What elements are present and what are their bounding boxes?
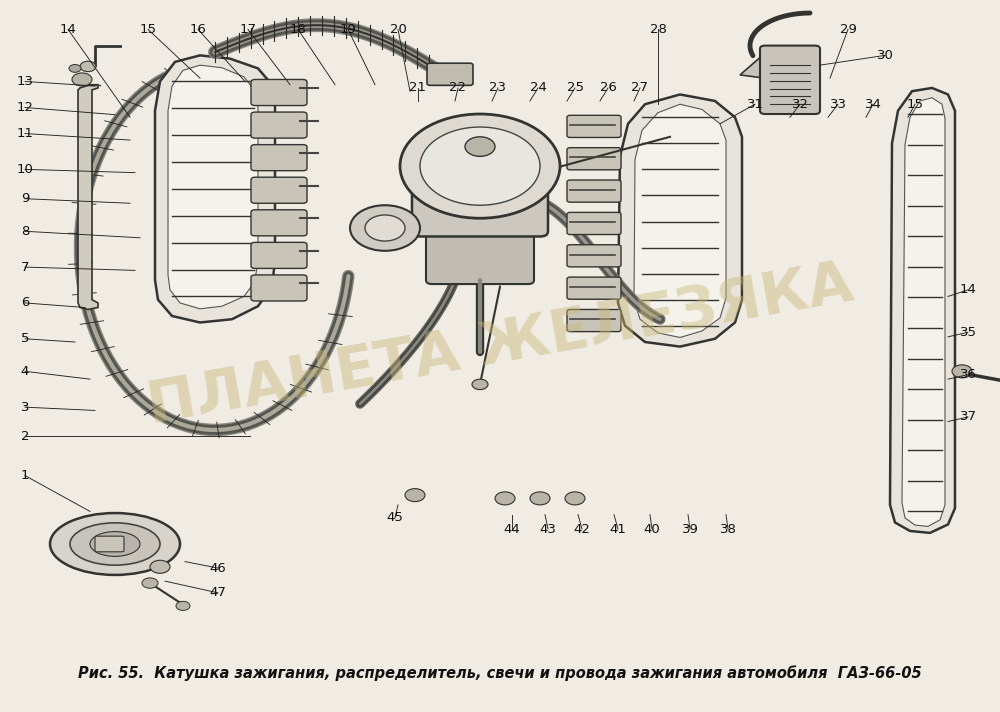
Text: 15: 15	[906, 98, 924, 111]
Text: 14: 14	[60, 23, 76, 36]
Text: 25: 25	[566, 81, 584, 95]
Text: 19: 19	[340, 23, 356, 36]
Circle shape	[176, 602, 190, 610]
FancyBboxPatch shape	[251, 242, 307, 268]
FancyBboxPatch shape	[567, 147, 621, 170]
Polygon shape	[168, 66, 258, 309]
FancyBboxPatch shape	[412, 161, 548, 236]
Text: 47: 47	[210, 587, 226, 600]
Circle shape	[530, 492, 550, 505]
Text: Рис. 55.  Катушка зажигания, распределитель, свечи и провода зажигания автомобил: Рис. 55. Катушка зажигания, распределите…	[78, 666, 922, 681]
FancyBboxPatch shape	[251, 145, 307, 171]
Circle shape	[465, 137, 495, 157]
Circle shape	[405, 488, 425, 502]
FancyBboxPatch shape	[251, 177, 307, 203]
Text: 29: 29	[840, 23, 856, 36]
Ellipse shape	[50, 513, 180, 575]
Text: 17: 17	[240, 23, 256, 36]
Text: 18: 18	[290, 23, 306, 36]
Text: 32: 32	[792, 98, 808, 111]
FancyBboxPatch shape	[760, 46, 820, 114]
Text: 2: 2	[21, 430, 29, 443]
Text: 39: 39	[682, 523, 698, 535]
Text: 40: 40	[644, 523, 660, 535]
Text: 43: 43	[540, 523, 556, 535]
FancyBboxPatch shape	[567, 245, 621, 267]
Text: 20: 20	[390, 23, 406, 36]
FancyBboxPatch shape	[567, 212, 621, 234]
Text: 23: 23	[490, 81, 507, 95]
Text: 13: 13	[16, 75, 34, 88]
FancyBboxPatch shape	[95, 536, 124, 552]
Ellipse shape	[90, 532, 140, 556]
Circle shape	[472, 379, 488, 389]
Circle shape	[952, 365, 972, 378]
Text: 46: 46	[210, 562, 226, 575]
Circle shape	[565, 492, 585, 505]
Ellipse shape	[70, 523, 160, 565]
Text: 44: 44	[504, 523, 520, 535]
Polygon shape	[155, 56, 275, 323]
Circle shape	[142, 578, 158, 588]
FancyBboxPatch shape	[567, 277, 621, 299]
Text: 27: 27	[632, 81, 648, 95]
Text: 34: 34	[865, 98, 881, 111]
Circle shape	[420, 127, 540, 205]
Circle shape	[495, 492, 515, 505]
Circle shape	[350, 205, 420, 251]
Text: 14: 14	[960, 283, 976, 296]
FancyBboxPatch shape	[251, 275, 307, 301]
Circle shape	[365, 215, 405, 241]
Circle shape	[69, 65, 81, 73]
Text: 41: 41	[610, 523, 626, 535]
Text: 3: 3	[21, 401, 29, 414]
FancyBboxPatch shape	[251, 210, 307, 236]
Text: 38: 38	[720, 523, 736, 535]
Text: 21: 21	[410, 81, 426, 95]
Text: ПЛАНЕТА ЖЕЛЕЗЯКА: ПЛАНЕТА ЖЕЛЕЗЯКА	[143, 255, 857, 436]
FancyBboxPatch shape	[567, 180, 621, 202]
Text: 15: 15	[140, 23, 156, 36]
Text: 6: 6	[21, 296, 29, 310]
FancyBboxPatch shape	[567, 115, 621, 137]
FancyBboxPatch shape	[567, 310, 621, 332]
Polygon shape	[740, 49, 782, 78]
Circle shape	[72, 73, 92, 86]
Circle shape	[80, 61, 96, 72]
Text: 24: 24	[530, 81, 546, 95]
Text: 45: 45	[387, 511, 403, 525]
Polygon shape	[902, 98, 945, 526]
Polygon shape	[890, 88, 955, 533]
Circle shape	[150, 560, 170, 573]
Text: 35: 35	[960, 326, 976, 339]
FancyBboxPatch shape	[251, 80, 307, 105]
Circle shape	[400, 114, 560, 219]
Text: 8: 8	[21, 225, 29, 238]
Polygon shape	[78, 85, 98, 310]
FancyBboxPatch shape	[427, 63, 473, 85]
Text: 30: 30	[877, 49, 893, 62]
FancyBboxPatch shape	[251, 112, 307, 138]
Text: 31: 31	[746, 98, 764, 111]
Text: 33: 33	[830, 98, 846, 111]
Text: 12: 12	[16, 101, 34, 114]
Text: 5: 5	[21, 333, 29, 345]
Text: 28: 28	[650, 23, 666, 36]
Text: 10: 10	[17, 163, 33, 176]
Text: 22: 22	[450, 81, 466, 95]
Text: 4: 4	[21, 365, 29, 378]
Text: 26: 26	[600, 81, 616, 95]
Text: 37: 37	[960, 410, 976, 424]
FancyBboxPatch shape	[426, 221, 534, 284]
Text: 7: 7	[21, 261, 29, 273]
Text: 36: 36	[960, 368, 976, 381]
Text: 16: 16	[190, 23, 206, 36]
Text: 11: 11	[16, 127, 34, 140]
Text: 42: 42	[574, 523, 590, 535]
Polygon shape	[634, 104, 726, 337]
Text: 1: 1	[21, 469, 29, 482]
Polygon shape	[618, 95, 742, 347]
Text: 9: 9	[21, 192, 29, 205]
